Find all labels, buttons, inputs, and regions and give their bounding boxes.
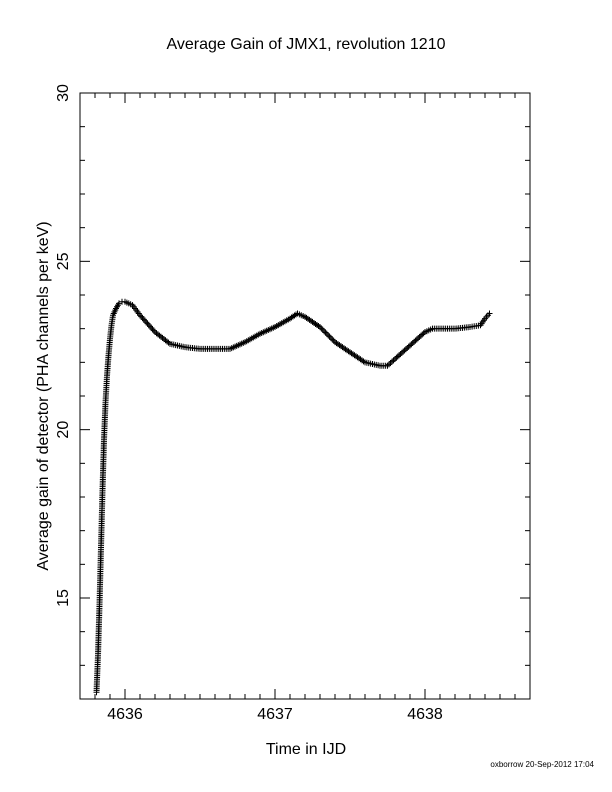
- footer-credit: oxborrow 20-Sep-2012 17:04: [490, 760, 594, 769]
- data-point: [389, 358, 395, 365]
- data-point: [386, 361, 392, 368]
- y-axis-label: Average gain of detector (PHA channels p…: [35, 221, 52, 570]
- x-axis-label: Time in IJD: [266, 741, 346, 758]
- data-point: [486, 310, 493, 317]
- data-point: [329, 336, 336, 343]
- data-point: [387, 360, 394, 367]
- y-tick-label: 25: [55, 252, 72, 270]
- x-tick-label: 4637: [257, 706, 293, 723]
- data-point: [317, 323, 323, 330]
- plot-frame: [79, 92, 531, 700]
- x-tick-label: 4636: [107, 706, 143, 723]
- data-point: [323, 330, 330, 337]
- data-point: [150, 327, 157, 334]
- data-points: [93, 298, 493, 696]
- chart-title: Average Gain of JMX1, revolution 1210: [166, 36, 446, 53]
- x-tick-label: 4638: [407, 706, 443, 723]
- data-point: [420, 330, 427, 337]
- ticks: 4636 4637 4638 15 20 25 30: [55, 84, 531, 723]
- data-point: [327, 335, 334, 342]
- data-point: [321, 328, 328, 335]
- data-point: [325, 332, 332, 339]
- data-point: [318, 325, 325, 332]
- y-tick-label: 15: [55, 589, 72, 607]
- data-point: [326, 333, 333, 340]
- y-tick-label: 20: [55, 421, 72, 439]
- data-point: [322, 329, 329, 336]
- y-tick-label: 30: [55, 84, 72, 102]
- data-point: [319, 326, 326, 333]
